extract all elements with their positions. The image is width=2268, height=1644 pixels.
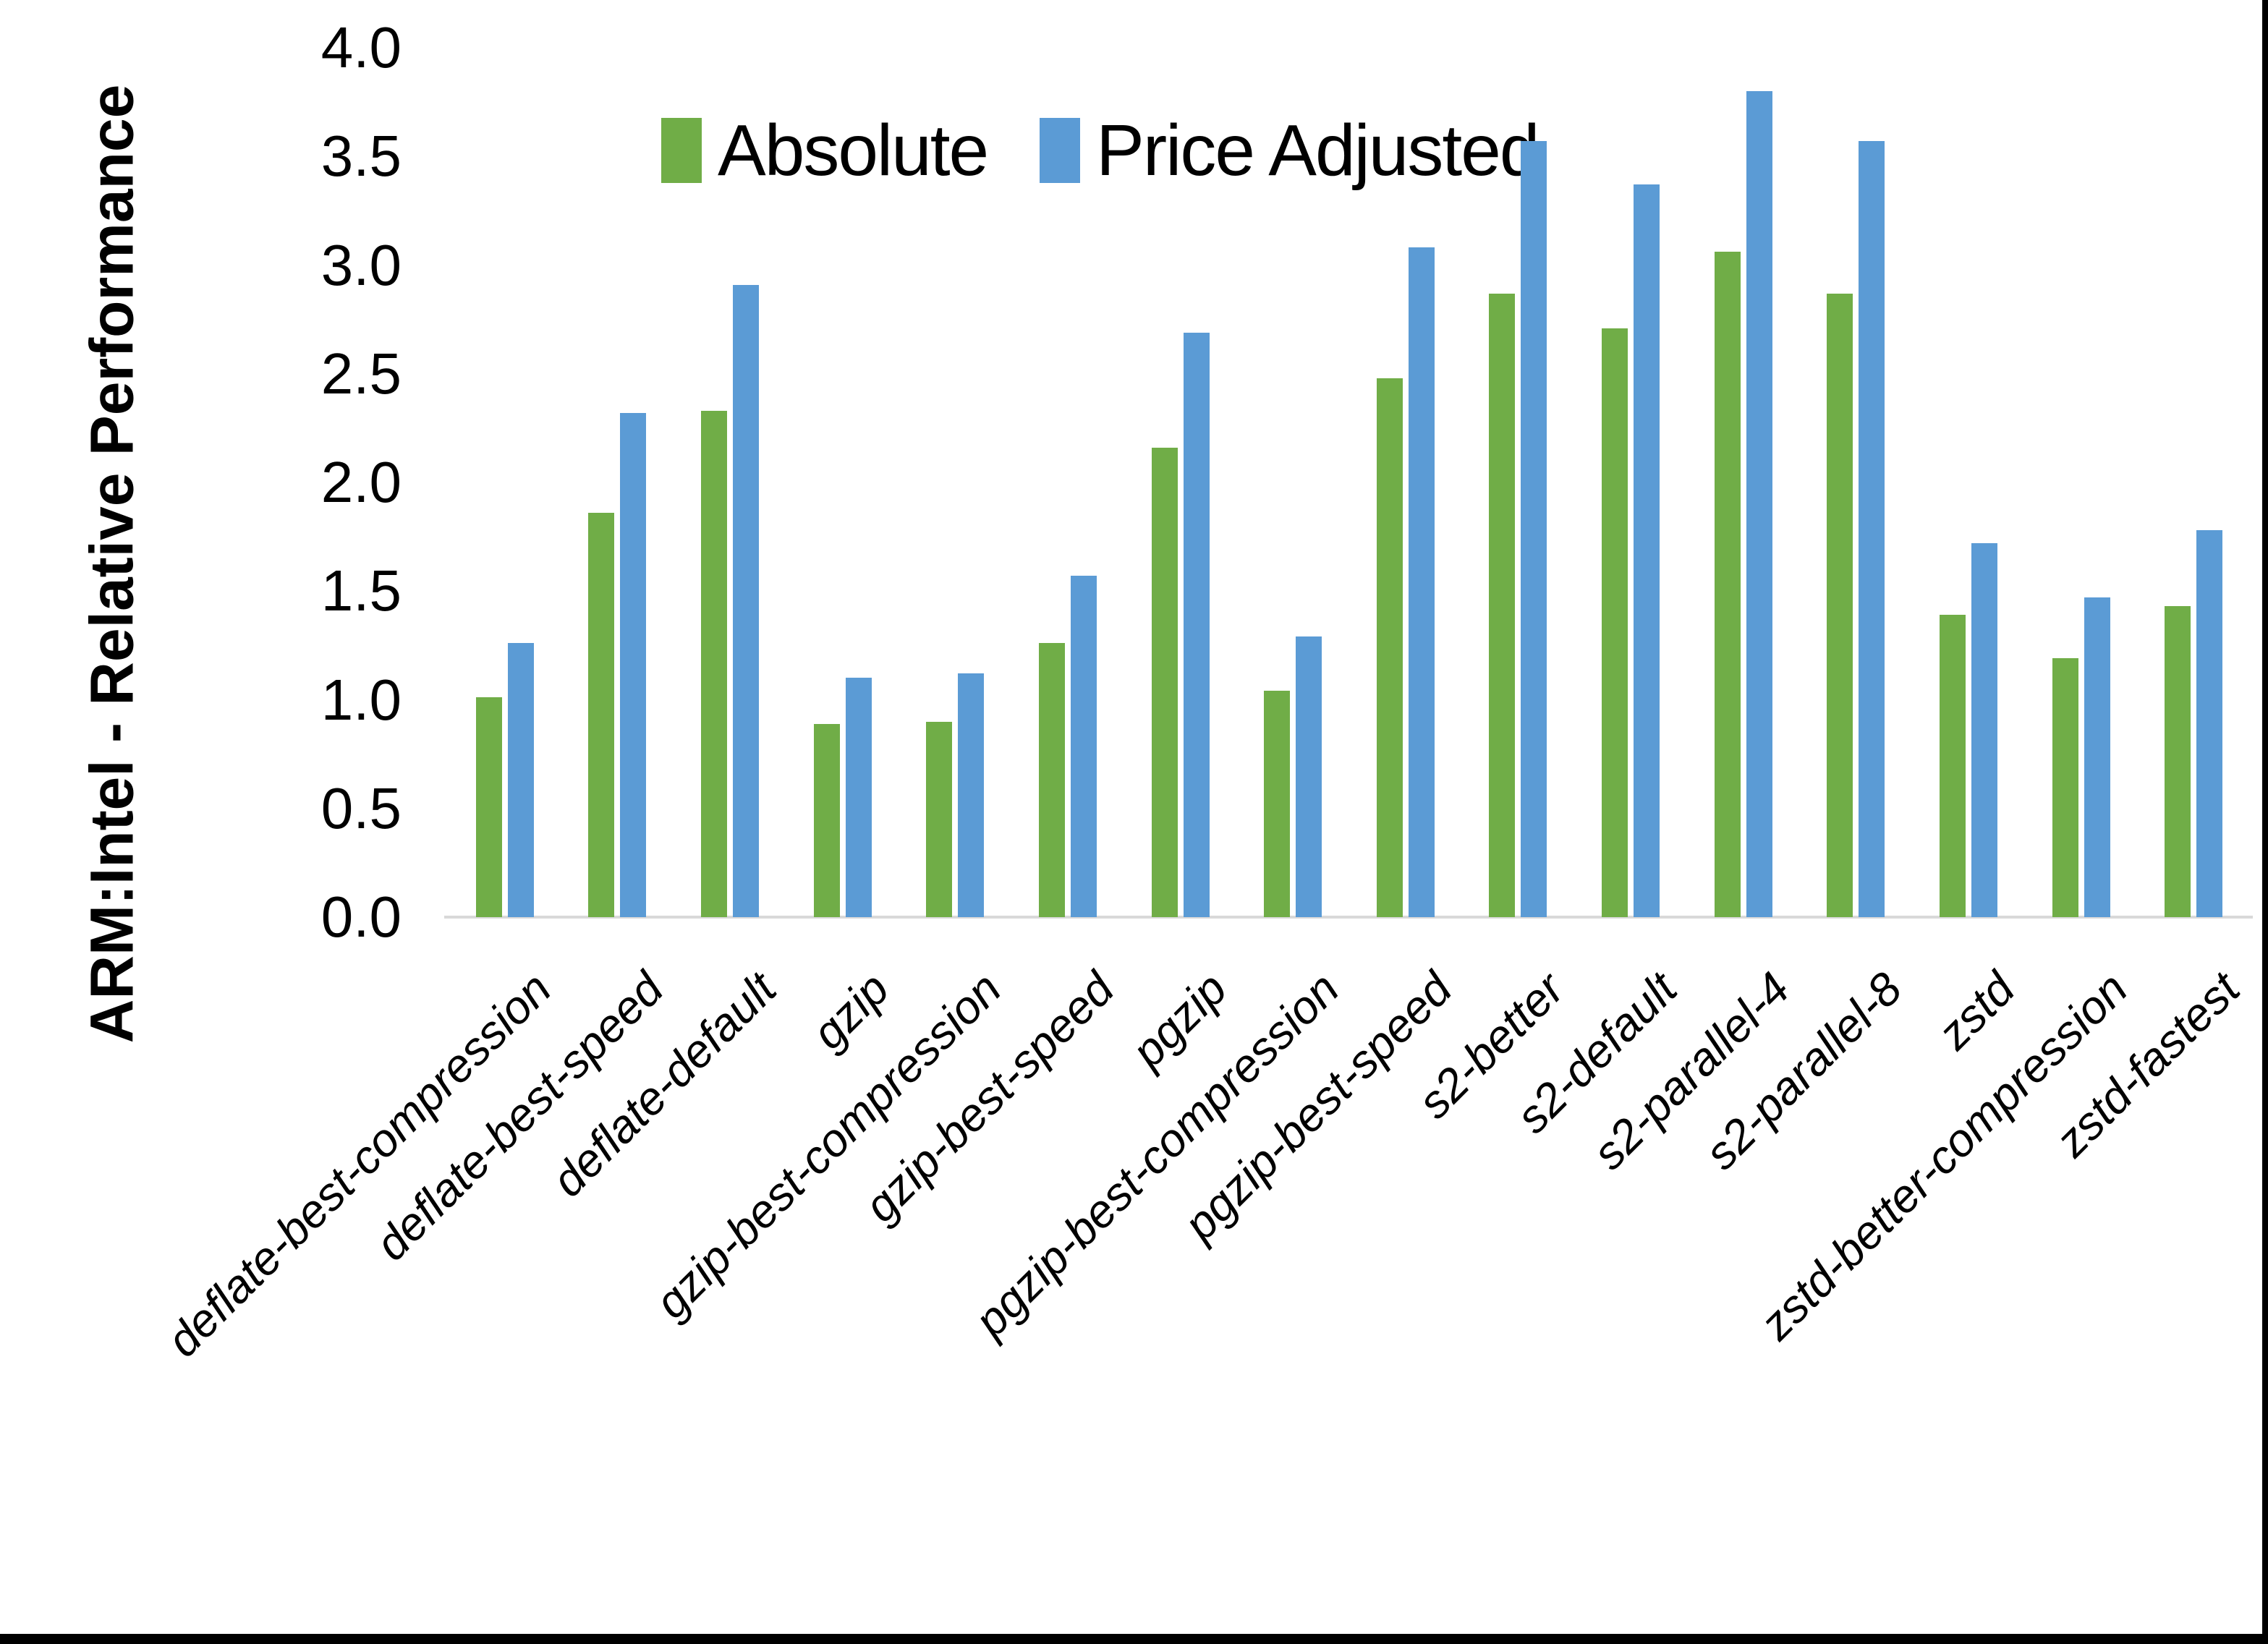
y-tick-label-3.5: 3.5	[320, 124, 402, 189]
bar-absolute-s2-parallel-8	[1827, 294, 1853, 917]
bar-price-adjusted-deflate-default	[733, 285, 759, 917]
bar-price-adjusted-deflate-best-speed	[620, 413, 646, 917]
bar-absolute-gzip-best-speed	[1039, 643, 1065, 917]
legend-swatch-price-adjusted	[1040, 117, 1081, 183]
y-tick-label-2.5: 2.5	[320, 341, 402, 406]
bar-price-adjusted-s2-parallel-4	[1746, 91, 1772, 917]
y-tick-label-0.0: 0.0	[320, 885, 402, 949]
bar-price-adjusted-gzip-best-compression	[958, 673, 984, 917]
legend-item-price-adjusted: Price Adjusted	[1040, 109, 1539, 191]
bar-absolute-deflate-best-compression	[476, 697, 502, 917]
bar-absolute-zstd-better-compression	[2052, 658, 2078, 917]
bar-price-adjusted-zstd-better-compression	[2084, 597, 2110, 917]
y-tick-label-0.5: 0.5	[320, 775, 402, 840]
bar-absolute-pgzip-best-speed	[1377, 378, 1403, 917]
y-tick-label-2.0: 2.0	[320, 450, 402, 514]
bar-absolute-s2-default	[1602, 328, 1628, 917]
y-axis-title: ARM:Intel - Relative Performance	[77, 84, 146, 1044]
legend: Absolute Price Adjusted	[661, 109, 1539, 191]
screenshot-bottom-border	[0, 1634, 2268, 1644]
bar-absolute-pgzip-best-compression	[1264, 691, 1290, 917]
bar-absolute-zstd-fastest	[2165, 606, 2191, 917]
screenshot-right-border	[2262, 0, 2268, 1644]
plot-area	[444, 48, 2253, 919]
bar-absolute-gzip-best-compression	[926, 722, 952, 917]
bar-absolute-gzip	[814, 724, 840, 917]
legend-item-absolute: Absolute	[661, 109, 989, 191]
legend-label-absolute: Absolute	[718, 109, 989, 191]
legend-label-price-adjusted: Price Adjusted	[1096, 109, 1539, 191]
legend-swatch-absolute	[661, 117, 702, 183]
bar-absolute-zstd	[1940, 615, 1966, 917]
bar-price-adjusted-s2-default	[1634, 184, 1660, 917]
bar-absolute-s2-better	[1489, 294, 1515, 917]
y-tick-label-4.0: 4.0	[320, 15, 402, 80]
bar-price-adjusted-gzip	[846, 678, 872, 917]
bar-price-adjusted-pgzip	[1184, 333, 1210, 917]
y-tick-label-1.5: 1.5	[320, 558, 402, 623]
bar-price-adjusted-deflate-best-compression	[508, 643, 534, 917]
bar-absolute-pgzip	[1152, 448, 1178, 917]
bar-absolute-deflate-best-speed	[588, 513, 614, 917]
bar-price-adjusted-zstd-fastest	[2196, 530, 2222, 917]
bar-price-adjusted-s2-parallel-8	[1859, 141, 1885, 917]
bar-price-adjusted-pgzip-best-speed	[1409, 247, 1435, 917]
x-axis-line	[444, 916, 2253, 919]
y-tick-label-3.0: 3.0	[320, 232, 402, 297]
bar-absolute-deflate-default	[701, 411, 727, 917]
bar-price-adjusted-pgzip-best-compression	[1296, 636, 1322, 917]
bar-price-adjusted-s2-better	[1521, 141, 1547, 917]
bar-absolute-s2-parallel-4	[1715, 252, 1741, 917]
bar-price-adjusted-gzip-best-speed	[1071, 576, 1097, 917]
bar-price-adjusted-zstd	[1971, 543, 1997, 917]
y-tick-label-1.0: 1.0	[320, 667, 402, 732]
